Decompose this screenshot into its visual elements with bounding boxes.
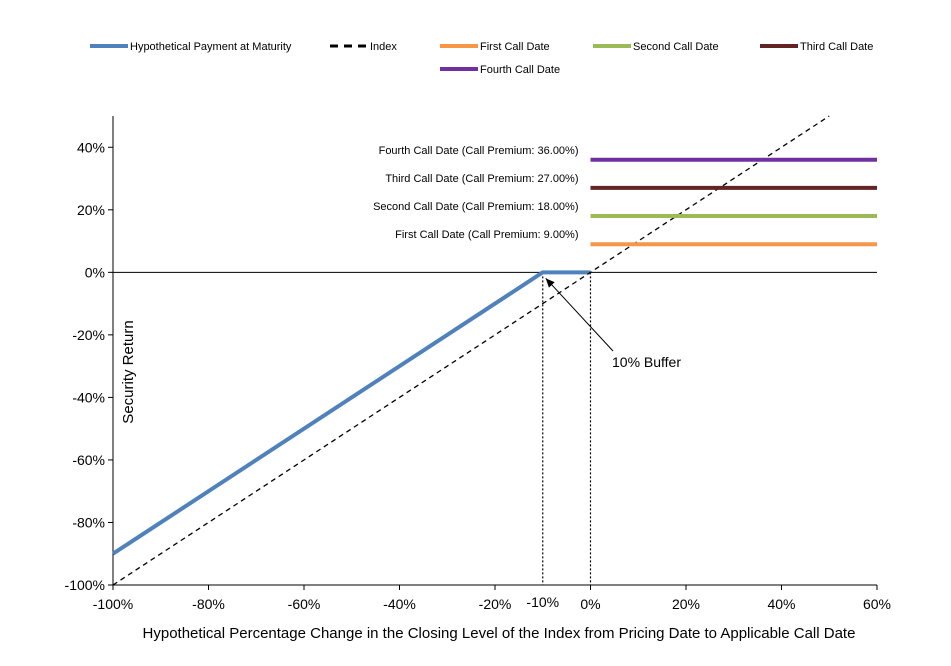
series-layer (111, 115, 877, 586)
x-tick-label: -20% (479, 596, 512, 612)
legend: Hypothetical Payment at Maturity Index Fir… (90, 41, 873, 76)
buffer-arrow (545, 277, 614, 352)
legend-label-second-call-date: Second Call Date (633, 41, 719, 53)
y-tick-label: 0% (85, 264, 105, 280)
call-premium-label: Fourth Call Date (Call Premium: 36.00%) (379, 145, 579, 157)
legend-label-first-call-date: First Call Date (480, 41, 550, 53)
legend-label-third-call-date: Third Call Date (800, 41, 873, 53)
y-tick-label: -40% (72, 389, 105, 405)
y-axis-title: Security Return (120, 320, 137, 423)
x-tick-label: -40% (383, 596, 416, 612)
series-line-hypothetical-payment-at-maturity (111, 270, 591, 556)
x-tick-label: 0% (580, 596, 600, 612)
call-premium-label: First Call Date (Call Premium: 9.00%) (395, 229, 578, 241)
x-tick-label: 40% (767, 596, 795, 612)
x-tick-label: -60% (288, 596, 321, 612)
x-tick-label: 20% (672, 596, 700, 612)
annotations: Fourth Call Date (Call Premium: 36.00%) T… (373, 145, 681, 370)
call-premium-label: Second Call Date (Call Premium: 18.00%) (373, 201, 578, 213)
x-tick-label: 60% (863, 596, 891, 612)
legend-label-hypothetical-payment-at-maturity: Hypothetical Payment at Maturity (130, 41, 292, 53)
x-tick-label: -100% (93, 596, 133, 612)
series-line-index (112, 115, 830, 586)
legend-label-index: Index (370, 41, 397, 53)
y-tick-label: -100% (65, 577, 105, 593)
x-axis-title: Hypothetical Percentage Change in the Cl… (143, 625, 856, 642)
x-tick-label: -80% (192, 596, 225, 612)
call-premium-label: Third Call Date (Call Premium: 27.00%) (385, 173, 578, 185)
y-tick-label: -60% (72, 452, 105, 468)
y-tick-label: 20% (77, 202, 105, 218)
x-tick-label-buffer: -10% (526, 594, 559, 610)
y-tick-label: -80% (72, 514, 105, 530)
buffer-label: 10% Buffer (612, 354, 681, 370)
legend-label-fourth-call-date: Fourth Call Date (480, 64, 560, 76)
axes: -100% -80% -60% -40% -20% 0% 20% 40% -100% -80% -6… (65, 116, 891, 612)
y-tick-label: -20% (72, 327, 105, 343)
y-tick-label: 40% (77, 139, 105, 155)
